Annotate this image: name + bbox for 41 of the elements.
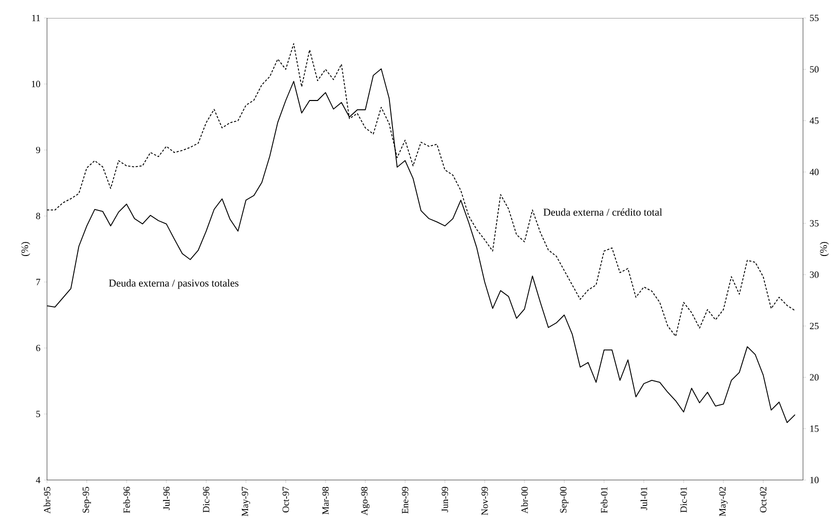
x-tick-label: Dic-01 xyxy=(680,487,687,513)
x-tick-label: Ene-99 xyxy=(402,486,408,514)
x-tick-label: Nov-99 xyxy=(482,486,488,516)
y-tick-label: 10 xyxy=(32,80,40,88)
y2-tick-label: 35 xyxy=(810,220,819,227)
x-tick-label: Feb-01 xyxy=(600,487,608,514)
text: Deuda externa / pasivos totales xyxy=(108,279,238,289)
x-tick-label: Ago-98 xyxy=(361,486,370,516)
y2-tick-label: 50 xyxy=(810,66,819,73)
x-tick-label: Feb-96 xyxy=(123,486,130,514)
y-tick-label: 8 xyxy=(36,212,40,220)
y-tick-label: 9 xyxy=(36,146,40,154)
x-tick-label: Oct-02 xyxy=(760,487,766,512)
x-tick-label: Oct-97 xyxy=(282,486,289,512)
x-tick-label: Abr-95 xyxy=(44,486,50,514)
y2-axis-title: (%) xyxy=(820,242,829,256)
y2-tick-label: 40 xyxy=(810,168,819,176)
y-axis-title: (%) xyxy=(21,242,30,256)
x-tick-label: Sep-95 xyxy=(82,486,91,513)
x-tick-label: Dic-96 xyxy=(202,486,210,513)
x-tick-label: Jun-99 xyxy=(442,486,448,512)
y2-tick-label: 25 xyxy=(810,322,819,330)
y2-tick-label: 55 xyxy=(810,14,819,22)
y2-tick-label: 30 xyxy=(810,271,819,278)
x-tick-label: Jul-96 xyxy=(163,486,170,510)
y2-tick-label: 45 xyxy=(810,118,819,124)
series-label: Deuda externa / crédito total xyxy=(543,208,662,216)
y-tick-label: 4 xyxy=(36,476,40,484)
y-tick-label: 7 xyxy=(36,278,40,286)
x-tick-label: Abr-00 xyxy=(521,486,528,514)
y2-tick-label: 15 xyxy=(810,425,819,432)
x-tick-label: May-97 xyxy=(242,486,250,516)
y-tick-label: 6 xyxy=(36,344,40,352)
x-tick-label: Sep-00 xyxy=(560,486,568,513)
y-tick-label: 11 xyxy=(32,14,40,22)
x-tick-label: May-02 xyxy=(719,487,728,516)
x-tick-label: Jul-01 xyxy=(640,487,648,510)
y-tick-label: 5 xyxy=(36,410,40,418)
y2-tick-label: 20 xyxy=(810,374,819,381)
x-tick-label: Mar-98 xyxy=(322,486,329,514)
y2-tick-label: 10 xyxy=(810,476,819,484)
